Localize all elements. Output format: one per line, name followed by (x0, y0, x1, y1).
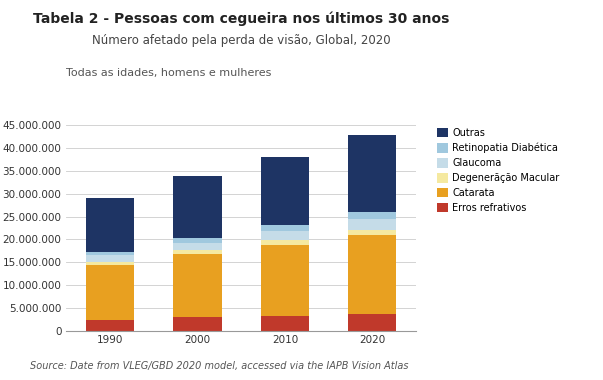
Bar (174, 176, 221, 238)
Bar (261, 315, 309, 331)
Bar (261, 240, 309, 245)
Bar (261, 231, 309, 240)
Bar (174, 242, 221, 250)
Legend: Outras, Retinopatia Diabética, Glaucoma, Degenerãção Macular, Catarata, Erros re: Outras, Retinopatia Diabética, Glaucoma,… (435, 126, 561, 215)
Bar (86, 265, 134, 320)
Text: Número afetado pela perda de visão, Global, 2020: Número afetado pela perda de visão, Glob… (92, 34, 391, 47)
Text: Todas as idades, homens e mulheres: Todas as idades, homens e mulheres (66, 68, 272, 78)
Bar (349, 314, 396, 331)
Bar (261, 245, 309, 315)
Bar (349, 235, 396, 314)
Bar (86, 262, 134, 265)
Bar (261, 157, 309, 225)
Bar (174, 238, 221, 242)
Bar (86, 198, 134, 252)
Bar (349, 230, 396, 235)
Bar (86, 320, 134, 331)
Bar (174, 317, 221, 331)
Bar (349, 219, 396, 230)
Text: Source: Date from VLEG/GBD 2020 model, accessed via the IAPB Vision Atlas: Source: Date from VLEG/GBD 2020 model, a… (30, 361, 409, 370)
Bar (86, 252, 134, 255)
Bar (174, 254, 221, 317)
Bar (349, 212, 396, 219)
Bar (174, 250, 221, 254)
Text: Tabela 2 - Pessoas com cegueira nos últimos 30 anos: Tabela 2 - Pessoas com cegueira nos últi… (33, 11, 449, 26)
Bar (349, 135, 396, 212)
Bar (86, 255, 134, 262)
Bar (261, 225, 309, 231)
